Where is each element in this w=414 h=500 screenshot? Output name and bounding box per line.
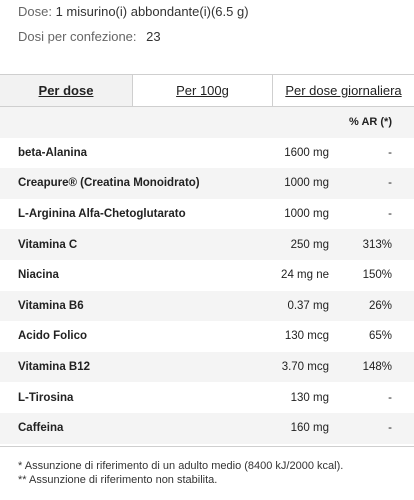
footnotes: * Assunzione di riferimento di un adulto… (0, 446, 414, 500)
nutrient-name: Creapure® (Creatina Monoidrato) (18, 177, 200, 190)
servings-value: 23 (146, 29, 161, 44)
footnote-2: ** Assunzione di riferimento non stabili… (18, 474, 218, 486)
table-row: beta-Alanina 1600 mg - (0, 138, 414, 169)
nutrient-name: Vitamina B12 (18, 361, 91, 374)
nutrient-ar: 26% (368, 299, 392, 312)
table-header-row: % AR (*) (0, 107, 414, 138)
table-row: Caffeina 160 mg - (0, 412, 414, 444)
nutrient-amount: 130 mg (290, 391, 329, 404)
table-row: Vitamina C 250 mg 313% (0, 229, 414, 260)
nutrient-amount: 0.37 mg (287, 299, 329, 312)
table-row: Acido Folico 130 mcg 65% (0, 321, 414, 352)
nutrition-table: % AR (*) beta-Alanina 1600 mg - Creapure® (… (0, 107, 414, 444)
nutrient-ar: - (388, 177, 392, 190)
nutrient-amount: 160 mg (290, 422, 329, 435)
nutrient-ar: 65% (368, 330, 392, 343)
footnote-1: * Assunzione di riferimento di un adulto… (18, 460, 344, 472)
tab-per-100g-label: Per 100g (176, 83, 229, 98)
nutrient-amount: 3.70 mcg (281, 361, 329, 374)
servings-line: Dosi per confezione: 23 (18, 29, 161, 44)
nutrient-name: beta-Alanina (18, 146, 88, 159)
dose-label: Dose: (18, 4, 52, 19)
nutrient-amount: 250 mg (290, 238, 329, 251)
tab-per-daily-dose-label: Per dose giornaliera (285, 83, 402, 98)
nutrient-name: Caffeina (18, 422, 64, 435)
nutrient-name: Vitamina C (18, 238, 78, 251)
nutrient-ar: 150% (362, 269, 392, 282)
servings-label: Dosi per confezione: (18, 29, 137, 44)
nutrient-ar: - (388, 422, 392, 435)
dose-value: 1 misurino(i) abbondante(i)(6.5 g) (55, 4, 249, 19)
nutrient-name: L-Arginina Alfa-Chetoglutarato (18, 208, 186, 221)
table-row: Vitamina B12 3.70 mcg 148% (0, 351, 414, 383)
table-row: L-Arginina Alfa-Chetoglutarato 1000 mg - (0, 199, 414, 230)
table-row: Creapure® (Creatina Monoidrato) 1000 mg - (0, 168, 414, 199)
nutrition-tabs: Per dose Per 100g Per dose giornaliera (0, 74, 414, 107)
nutrient-name: Acido Folico (18, 330, 87, 343)
table-row: Niacina 24 mg ne 150% (0, 260, 414, 291)
nutrient-amount: 1000 mg (284, 208, 329, 221)
nutrient-ar: 148% (362, 361, 392, 374)
nutrient-amount: 130 mcg (284, 330, 329, 343)
nutrient-name: L-Tirosina (18, 391, 74, 404)
serving-info: Dose: 1 misurino(i) abbondante(i)(6.5 g)… (0, 0, 414, 70)
nutrient-amount: 24 mg ne (281, 269, 329, 282)
nutrient-ar: - (388, 146, 392, 159)
dose-line: Dose: 1 misurino(i) abbondante(i)(6.5 g) (18, 4, 249, 19)
nutrient-name: Vitamina B6 (18, 299, 84, 312)
ar-column-header: % AR (*) (349, 116, 392, 129)
nutrient-amount: 1000 mg (284, 177, 329, 190)
nutrient-name: Niacina (18, 269, 59, 282)
tab-per-dose[interactable]: Per dose (0, 75, 133, 106)
nutrient-amount: 1600 mg (284, 146, 329, 159)
nutrient-ar: - (388, 208, 392, 221)
nutrient-ar: - (388, 391, 392, 404)
nutrient-ar: 313% (362, 238, 392, 251)
table-row: L-Tirosina 130 mg - (0, 382, 414, 413)
tab-per-100g[interactable]: Per 100g (133, 75, 273, 106)
table-row: Vitamina B6 0.37 mg 26% (0, 290, 414, 322)
tab-per-daily-dose[interactable]: Per dose giornaliera (273, 75, 414, 106)
tab-per-dose-label: Per dose (38, 83, 94, 98)
